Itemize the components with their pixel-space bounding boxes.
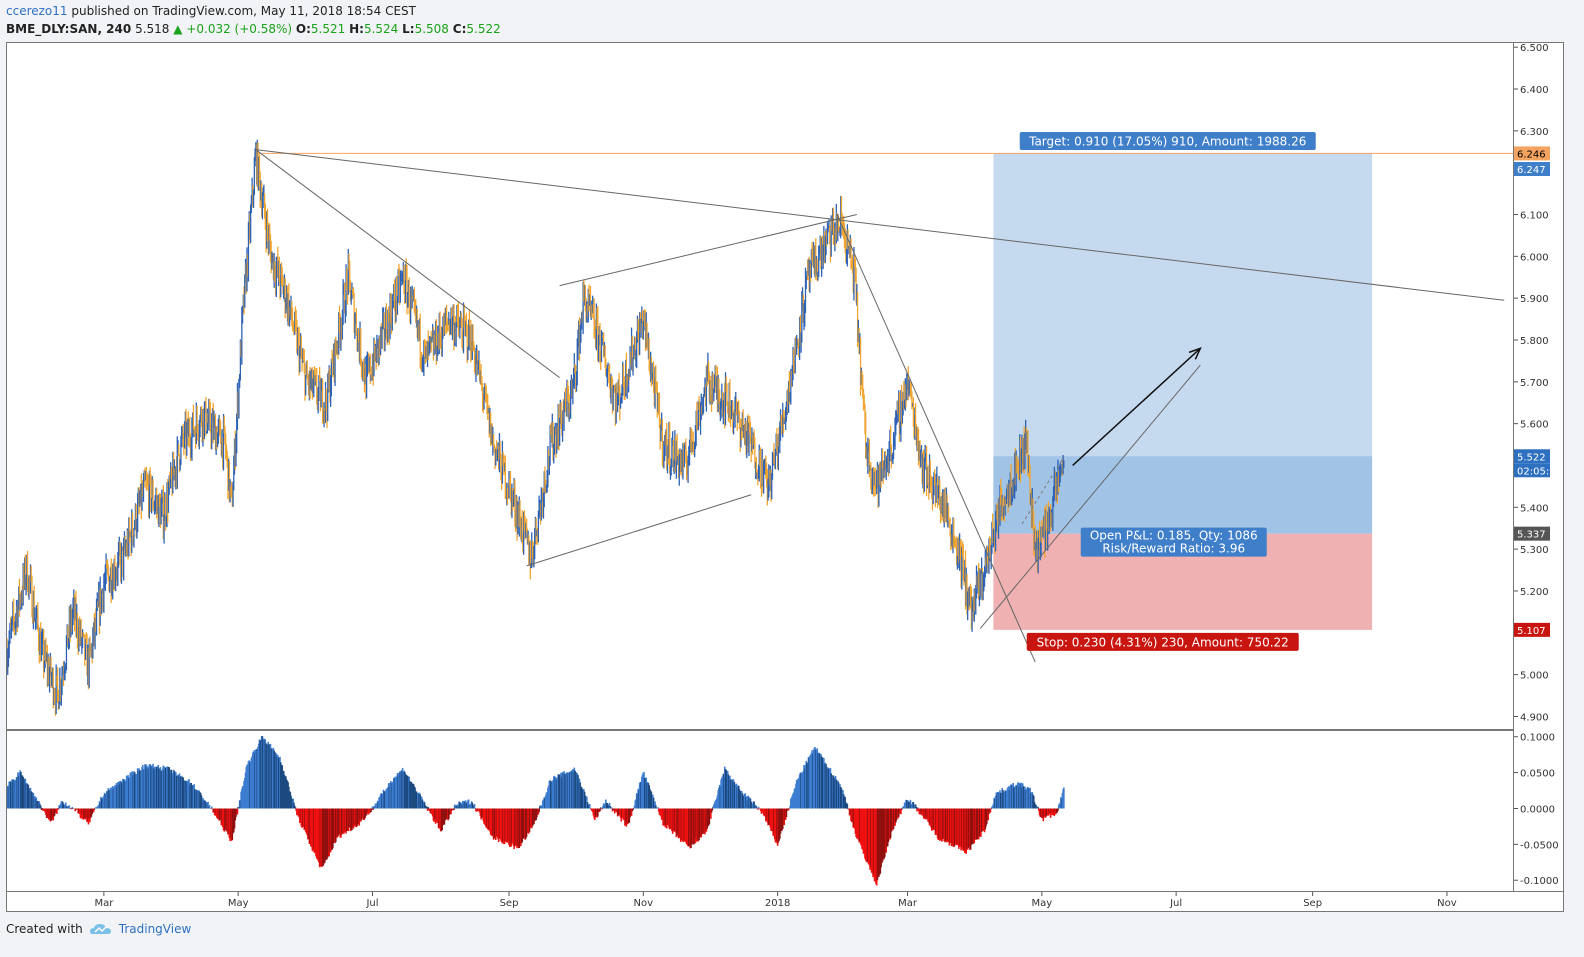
price-tick-label: 6.400 bbox=[1520, 85, 1549, 96]
trendline bbox=[255, 149, 560, 379]
stop-price-tag: 5.107 bbox=[1517, 626, 1546, 637]
time-tick-label: Jul bbox=[1169, 898, 1182, 909]
ohlc-legend: BME_DLY:SAN, 240 5.518 ▲ +0.032 (+0.58%)… bbox=[6, 22, 501, 36]
price-tick-label: 6.300 bbox=[1520, 127, 1549, 138]
countdown-tag-bg bbox=[1514, 463, 1550, 478]
low-value: 5.508 bbox=[414, 22, 449, 36]
trendline bbox=[979, 364, 1201, 629]
time-scale[interactable]: Mar May Jul Sep Nov 2018 Mar May Jul Sep Nov bbox=[6, 892, 1564, 912]
low-label: L: bbox=[402, 22, 415, 36]
publisher-username[interactable]: ccerezo11 bbox=[6, 4, 68, 18]
oscillator-pane[interactable] bbox=[6, 730, 1514, 892]
price-tick-label: 5.000 bbox=[1520, 671, 1549, 682]
tradingview-link[interactable]: TradingView bbox=[118, 922, 192, 936]
time-tick-label: Mar bbox=[94, 898, 114, 909]
open-value: 5.521 bbox=[310, 22, 346, 36]
price-tick-label: 4.900 bbox=[1520, 712, 1549, 723]
publisher-line: ccerezo11 published on TradingView.com, … bbox=[6, 4, 416, 18]
projection-dashed-line bbox=[1021, 456, 1065, 525]
osc-tick-label: 0.0500 bbox=[1520, 769, 1555, 780]
time-tick-label: Sep bbox=[500, 898, 519, 909]
up-triangle-icon: ▲ bbox=[173, 22, 183, 36]
target-price-tag: 6.247 bbox=[1517, 165, 1546, 176]
osc-tick-label: -0.1000 bbox=[1520, 876, 1559, 887]
close-label: C: bbox=[452, 22, 467, 36]
time-tick-label: May bbox=[228, 898, 249, 909]
price-pane[interactable]: Target: 0.910 (17.05%) 910, Amount: 1988… bbox=[6, 42, 1514, 730]
symbol-label: BME_DLY:SAN, 240 bbox=[6, 22, 132, 36]
price-tick-label: 6.500 bbox=[1520, 43, 1549, 54]
pnl-label-bg bbox=[1080, 527, 1267, 557]
stop-price-tag-bg bbox=[1514, 622, 1550, 637]
tradingview-cloud-icon bbox=[89, 924, 111, 934]
time-tick-label: Mar bbox=[898, 898, 918, 909]
pnl-label-text: Open P&L: 0.185, Qty: 1086 bbox=[1090, 529, 1258, 543]
price-tick-label: 6.000 bbox=[1520, 252, 1549, 263]
entry-price-tag: 5.337 bbox=[1517, 530, 1546, 541]
time-tick-label: Sep bbox=[1303, 898, 1322, 909]
target-line-price-tag-bg bbox=[1514, 146, 1550, 161]
time-tick-label: May bbox=[1031, 898, 1052, 909]
trendline bbox=[559, 214, 857, 287]
footer: Created with TradingView bbox=[6, 922, 191, 936]
osc-tick-label: 0.1000 bbox=[1520, 733, 1555, 744]
time-tick-label: Jul bbox=[365, 898, 378, 909]
target-label: Target: 0.910 (17.05%) 910, Amount: 1988… bbox=[1019, 132, 1316, 151]
last-price: 5.518 bbox=[135, 22, 170, 36]
close-value: 5.522 bbox=[466, 22, 501, 36]
published-info: published on TradingView.com, May 11, 20… bbox=[71, 4, 416, 18]
price-scale[interactable]: 6.500 6.400 6.300 6.100 6.000 5.900 5.800 5.700… bbox=[1514, 42, 1564, 892]
trendline bbox=[526, 494, 752, 567]
stop-label: Stop: 0.230 (4.31%) 230, Amount: 750.22 bbox=[1026, 632, 1299, 651]
current-price-tag-bg bbox=[1514, 449, 1550, 464]
target-price-tag-bg bbox=[1514, 162, 1550, 177]
target-line-price-tag: 6.246 bbox=[1517, 149, 1546, 160]
current-price-tag: 5.522 bbox=[1517, 452, 1546, 463]
time-scale-svg: Mar May Jul Sep Nov 2018 Mar May Jul Sep Nov bbox=[94, 892, 1457, 909]
time-tick-label: Nov bbox=[634, 898, 654, 909]
trendline bbox=[836, 214, 1036, 663]
entry-price-tag-bg bbox=[1514, 526, 1550, 541]
stop-label-bg bbox=[1026, 632, 1299, 651]
price-scale-svg: 6.500 6.400 6.300 6.100 6.000 5.900 5.800 5.700… bbox=[1514, 43, 1562, 887]
target-label-bg bbox=[1019, 132, 1316, 151]
high-value: 5.524 bbox=[363, 22, 399, 36]
price-tick-label: 5.400 bbox=[1520, 503, 1549, 514]
forecast-arrow bbox=[1072, 347, 1201, 467]
price-tick-label: 5.600 bbox=[1520, 420, 1549, 431]
price-tick-label: 5.900 bbox=[1520, 294, 1549, 305]
price-tick-label: 5.300 bbox=[1520, 545, 1549, 556]
price-tick-label: 5.200 bbox=[1520, 587, 1549, 598]
price-tick-label: 6.100 bbox=[1520, 211, 1549, 222]
open-label: O: bbox=[295, 22, 311, 36]
time-tick-label: Nov bbox=[1437, 898, 1457, 909]
oscillator-chart-svg[interactable] bbox=[6, 731, 1513, 891]
price-tick-label: 5.800 bbox=[1520, 336, 1549, 347]
created-with-label: Created with bbox=[6, 922, 83, 936]
target-label-text: Target: 0.910 (17.05%) 910, Amount: 1988… bbox=[1028, 135, 1306, 149]
countdown-tag: 02:05:06 bbox=[1517, 466, 1562, 477]
high-label: H: bbox=[349, 22, 364, 36]
osc-tick-label: -0.0500 bbox=[1520, 840, 1559, 851]
trendline bbox=[255, 149, 1505, 301]
price-tick-label: 5.700 bbox=[1520, 378, 1549, 389]
stop-label-text: Stop: 0.230 (4.31%) 230, Amount: 750.22 bbox=[1037, 635, 1289, 649]
time-tick-label: 2018 bbox=[765, 898, 790, 909]
price-change: +0.032 (+0.58%) bbox=[186, 22, 293, 36]
risk-reward-text: Risk/Reward Ratio: 3.96 bbox=[1102, 542, 1245, 556]
osc-tick-label: 0.0000 bbox=[1520, 804, 1555, 815]
price-chart-svg[interactable]: Target: 0.910 (17.05%) 910, Amount: 1988… bbox=[6, 43, 1513, 729]
forecast-arrow-head bbox=[1188, 347, 1202, 360]
